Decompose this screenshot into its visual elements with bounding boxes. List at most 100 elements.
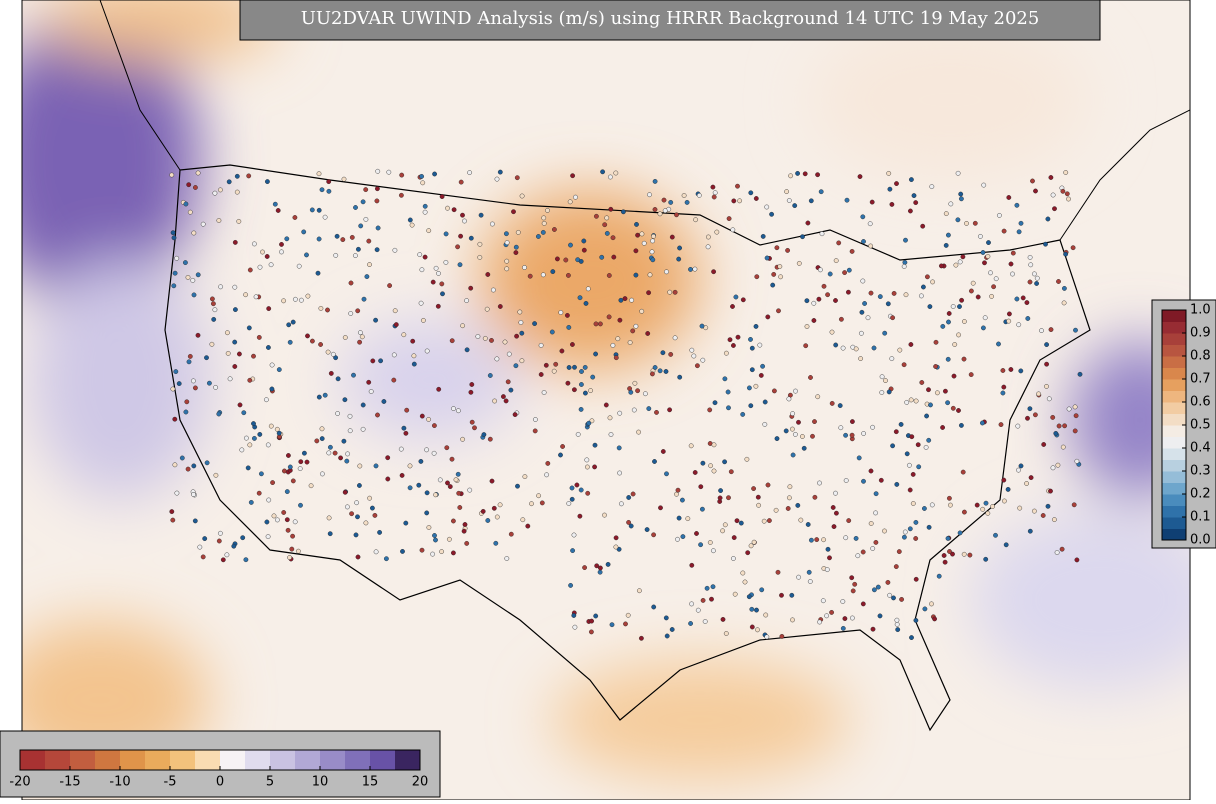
station-dot (860, 549, 866, 555)
station-dot (720, 617, 726, 622)
station-dot (424, 490, 430, 496)
station-dot (327, 531, 333, 537)
station-dot (983, 556, 989, 562)
colorbar-segment (1162, 413, 1186, 426)
station-dot (589, 618, 594, 624)
station-dot (322, 392, 328, 398)
station-dot (855, 553, 861, 559)
station-dot (711, 194, 717, 200)
station-dot (174, 255, 180, 261)
station-dot (961, 356, 967, 362)
station-dot (657, 368, 663, 374)
station-dot (355, 308, 361, 314)
station-dot (919, 380, 925, 385)
station-dot (956, 332, 961, 338)
station-dot (652, 178, 658, 184)
station-dot (437, 477, 443, 483)
station-dot (357, 330, 363, 335)
station-dot (266, 306, 272, 311)
station-dot (860, 601, 866, 607)
station-dot (681, 193, 687, 198)
station-dot (504, 258, 510, 264)
station-dot (563, 257, 569, 263)
station-dot (635, 232, 640, 238)
station-dot (724, 350, 729, 356)
station-dot (790, 426, 795, 432)
station-dot (765, 314, 771, 320)
station-dot (345, 451, 350, 457)
station-dot (171, 235, 177, 241)
station-dot (1060, 188, 1066, 194)
station-dot (515, 483, 520, 489)
station-dot (480, 508, 486, 514)
station-dot (1001, 477, 1007, 483)
station-dot (1007, 311, 1012, 317)
station-dot (840, 345, 846, 351)
station-dot (1006, 318, 1012, 324)
station-dot (1070, 245, 1076, 251)
station-dot (318, 342, 323, 347)
station-dot (695, 607, 701, 613)
station-dot (707, 540, 713, 545)
station-dot (730, 227, 736, 233)
station-dot (957, 304, 962, 309)
colorbar-segment (1162, 390, 1186, 403)
station-dot (599, 254, 605, 260)
station-dot (629, 297, 634, 303)
station-dot (983, 500, 989, 506)
station-dot (477, 254, 483, 260)
station-dot (621, 209, 626, 215)
station-dot (751, 539, 757, 545)
station-dot (322, 214, 328, 220)
station-dot (635, 388, 640, 394)
station-dot (469, 382, 475, 387)
station-dot (856, 455, 862, 461)
station-dot (989, 293, 994, 299)
station-dot (578, 406, 584, 412)
station-dot (553, 361, 559, 367)
station-dot (1050, 192, 1056, 198)
station-dot (292, 215, 298, 220)
station-dot (868, 468, 874, 474)
station-dot (877, 613, 883, 619)
station-dot (753, 323, 759, 329)
station-dot (281, 510, 287, 515)
station-dot (347, 413, 353, 419)
station-dot (850, 588, 856, 594)
station-dot (401, 425, 407, 431)
station-dot (702, 619, 708, 624)
station-dot (418, 458, 424, 464)
station-dot (275, 208, 281, 213)
station-dot (662, 208, 668, 214)
station-dot (1072, 404, 1078, 410)
station-dot (773, 507, 779, 513)
station-dot (833, 490, 838, 496)
station-dot (929, 502, 935, 508)
station-dot (375, 225, 381, 231)
station-dot (804, 298, 810, 304)
station-dot (325, 349, 331, 355)
station-dot (755, 627, 760, 633)
station-dot (819, 231, 825, 237)
station-dot (326, 450, 332, 456)
colorbar-tick-label: 0 (216, 775, 224, 790)
station-dot (467, 487, 473, 493)
station-dot (1048, 488, 1053, 494)
station-dot (639, 308, 645, 314)
station-dot (658, 505, 663, 511)
station-dot (712, 190, 718, 196)
station-dot (268, 423, 274, 429)
station-dot (247, 377, 253, 383)
station-dot (450, 550, 456, 556)
station-dot (171, 283, 177, 289)
station-dot (908, 342, 914, 347)
station-dot (444, 445, 450, 451)
station-dot (735, 183, 740, 189)
station-dot (676, 515, 682, 521)
station-dot (887, 592, 892, 598)
station-dot (634, 221, 639, 227)
station-dot (258, 471, 264, 477)
station-dot (1030, 178, 1035, 184)
station-dot (426, 525, 432, 530)
station-dot (722, 376, 728, 382)
